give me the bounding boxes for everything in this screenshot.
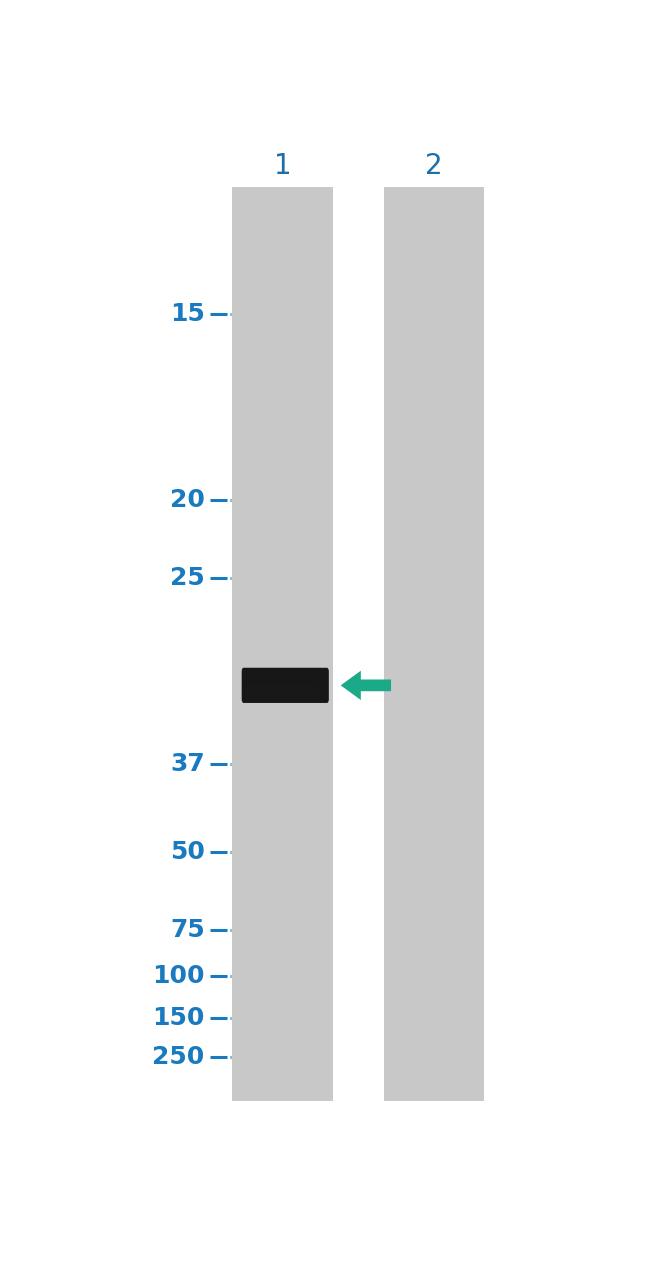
Text: 20: 20 — [170, 488, 205, 512]
Text: 37: 37 — [170, 752, 205, 776]
FancyBboxPatch shape — [245, 685, 318, 700]
Text: 50: 50 — [170, 839, 205, 864]
Text: 2: 2 — [425, 152, 443, 180]
FancyBboxPatch shape — [242, 668, 329, 704]
Text: 100: 100 — [152, 964, 205, 988]
Text: 15: 15 — [170, 302, 205, 325]
Text: 75: 75 — [170, 918, 205, 942]
FancyArrow shape — [341, 671, 391, 700]
Text: 25: 25 — [170, 566, 205, 589]
Bar — [384, 187, 484, 1101]
Text: 250: 250 — [152, 1045, 205, 1069]
Text: 1: 1 — [274, 152, 292, 180]
Bar — [233, 187, 333, 1101]
Text: 150: 150 — [152, 1006, 205, 1030]
